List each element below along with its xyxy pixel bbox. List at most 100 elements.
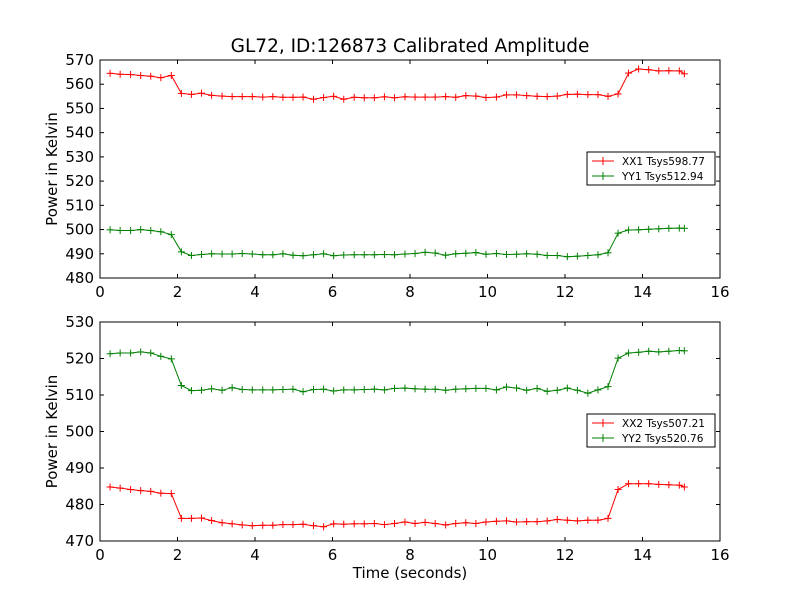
data-point (625, 480, 633, 488)
data-point (310, 95, 318, 103)
data-point (167, 355, 175, 363)
data-point (350, 251, 358, 259)
data-point (482, 94, 490, 102)
data-point (269, 251, 277, 259)
data-point (563, 253, 571, 261)
x-tick-label: 16 (710, 283, 729, 301)
data-point (198, 514, 206, 522)
data-point (360, 520, 368, 528)
series-line (110, 349, 685, 394)
data-point (157, 74, 165, 82)
data-point (462, 385, 470, 393)
data-point (208, 385, 216, 393)
data-point (680, 483, 688, 491)
data-point (157, 489, 165, 497)
y-tick-label: 520 (65, 172, 94, 190)
data-point (442, 386, 450, 394)
data-point (431, 93, 439, 101)
y-tick-label: 500 (65, 423, 94, 441)
data-point (573, 386, 581, 394)
y-tick-label: 530 (65, 148, 94, 166)
data-point (604, 514, 612, 522)
data-point (421, 93, 429, 101)
legend: XX1 Tsys598.77 YY1 Tsys512.94 (586, 151, 716, 186)
y-tick-label: 530 (65, 313, 94, 331)
x-tick-label: 10 (478, 546, 497, 564)
data-point (563, 90, 571, 98)
series-line (110, 227, 685, 258)
data-point (452, 519, 460, 527)
data-point (584, 389, 592, 397)
data-point (533, 92, 541, 100)
y-tick-label: 470 (65, 532, 94, 550)
data-point (360, 386, 368, 394)
data-point (543, 517, 551, 525)
data-point (594, 251, 602, 259)
data-point (492, 250, 500, 258)
data-point (330, 92, 338, 100)
data-point (452, 250, 460, 258)
data-point (675, 481, 683, 489)
data-point (655, 348, 663, 356)
data-point (604, 383, 612, 391)
y-tick-label: 520 (65, 350, 94, 368)
data-point (177, 248, 185, 256)
data-point (330, 387, 338, 395)
data-point (147, 72, 155, 80)
legend-box (586, 151, 716, 186)
data-point (127, 349, 135, 357)
data-point (680, 347, 688, 355)
legend-entry: XX2 Tsys507.21 (622, 418, 705, 430)
data-point (442, 251, 450, 259)
data-point (482, 518, 490, 526)
data-point (299, 252, 307, 260)
data-point (248, 386, 256, 394)
data-point (421, 248, 429, 256)
data-point (604, 92, 612, 100)
data-point (553, 515, 561, 523)
data-point (533, 518, 541, 526)
data-point (259, 251, 267, 259)
data-point (116, 484, 124, 492)
y-axis-label: Power in Kelvin (43, 375, 61, 489)
data-point (573, 90, 581, 98)
data-point (106, 69, 114, 77)
series-line (110, 68, 685, 100)
data-point (380, 386, 388, 394)
data-point (401, 250, 409, 258)
data-point (411, 250, 419, 258)
y-tick-label: 550 (65, 99, 94, 117)
data-point (177, 514, 185, 522)
data-point (573, 252, 581, 260)
data-point (645, 480, 653, 488)
y-tick-label: 490 (65, 459, 94, 477)
data-point (543, 93, 551, 101)
data-point (502, 517, 510, 525)
data-point (584, 91, 592, 99)
data-point (310, 251, 318, 259)
data-point (218, 92, 226, 100)
y-axis-label: Power in Kelvin (43, 112, 61, 226)
data-point (533, 384, 541, 392)
x-tick-label: 12 (555, 283, 574, 301)
data-point (492, 93, 500, 101)
data-point (411, 93, 419, 101)
x-tick-label: 8 (405, 546, 415, 564)
data-point (320, 94, 328, 102)
x-tick-label: 10 (478, 283, 497, 301)
data-point (614, 486, 622, 494)
data-point (482, 384, 490, 392)
data-point (137, 348, 145, 356)
data-point (380, 521, 388, 529)
data-point (452, 385, 460, 393)
data-point (137, 226, 145, 234)
x-tick-label: 16 (710, 546, 729, 564)
data-point (563, 384, 571, 392)
data-point (655, 67, 663, 75)
data-point (523, 250, 531, 258)
data-point (523, 518, 531, 526)
data-point (238, 521, 246, 529)
data-point (594, 516, 602, 524)
data-point (391, 519, 398, 527)
